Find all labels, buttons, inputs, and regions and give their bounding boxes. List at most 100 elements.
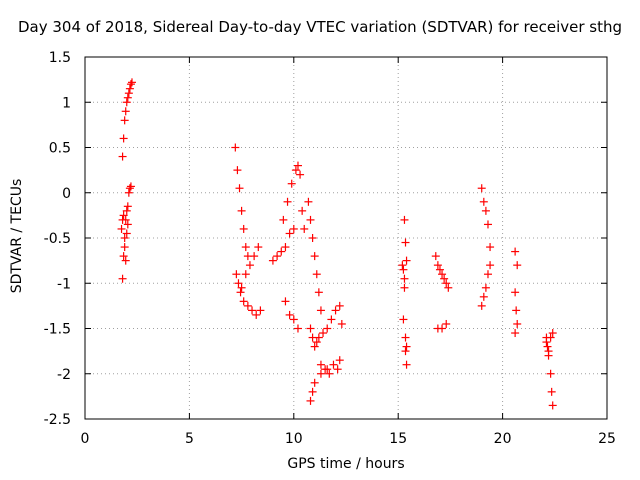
- y-tick-label: 1: [62, 95, 71, 111]
- data-point: [479, 197, 488, 206]
- y-tick-label: 0.5: [49, 141, 71, 157]
- data-point: [481, 206, 490, 215]
- data-point: [312, 270, 321, 279]
- data-point: [243, 301, 252, 310]
- data-point: [400, 283, 409, 292]
- data-point: [440, 274, 449, 283]
- data-point: [512, 306, 521, 315]
- data-point: [298, 206, 307, 215]
- data-point: [400, 215, 409, 224]
- data-point: [310, 252, 319, 261]
- data-point: [231, 143, 240, 152]
- tick-labels: 0 5 10 15 20 25 1.5 1 0.5 0 -0.5 -1 -1.5 -2 -2.5: [44, 50, 616, 447]
- data-point: [511, 247, 520, 256]
- data-point: [477, 184, 486, 193]
- data-point: [401, 333, 410, 342]
- data-point: [310, 378, 319, 387]
- data-point: [118, 215, 127, 224]
- data-point: [321, 365, 330, 374]
- data-point: [285, 310, 294, 319]
- data-point: [124, 188, 133, 197]
- data-point: [124, 89, 133, 98]
- data-point: [477, 301, 486, 310]
- data-point: [433, 261, 442, 270]
- data-point: [306, 396, 315, 405]
- data-point: [329, 360, 338, 369]
- data-point: [281, 297, 290, 306]
- data-point: [548, 329, 557, 338]
- data-point: [127, 78, 136, 87]
- data-point: [119, 134, 128, 143]
- data-point: [304, 197, 313, 206]
- data-point: [237, 283, 246, 292]
- data-point: [293, 324, 302, 333]
- data-point: [125, 184, 134, 193]
- data-point: [232, 270, 241, 279]
- data-point: [293, 161, 302, 170]
- data-point: [399, 315, 408, 324]
- data-point: [296, 170, 305, 179]
- data-point: [279, 215, 288, 224]
- data-point: [316, 369, 325, 378]
- data-points: [117, 78, 557, 410]
- data-point: [486, 261, 495, 270]
- data-point: [486, 243, 495, 252]
- data-point: [310, 342, 319, 351]
- data-point: [285, 229, 294, 238]
- data-point: [123, 202, 132, 211]
- data-point: [120, 243, 129, 252]
- data-point: [442, 319, 451, 328]
- data-point: [239, 224, 248, 233]
- data-point: [314, 288, 323, 297]
- y-tick-label: -2: [57, 367, 71, 383]
- data-point: [325, 369, 334, 378]
- data-point: [513, 261, 522, 270]
- data-point: [250, 252, 259, 261]
- data-point: [118, 274, 127, 283]
- data-point: [333, 365, 342, 374]
- data-point: [312, 338, 321, 347]
- data-point: [236, 288, 245, 297]
- y-tick-label: -1: [57, 276, 71, 292]
- data-point: [398, 261, 407, 270]
- data-point: [234, 279, 243, 288]
- x-tick-label: 5: [185, 431, 194, 447]
- data-point: [401, 347, 410, 356]
- data-point: [283, 197, 292, 206]
- x-tick-label: 0: [81, 431, 90, 447]
- data-point: [308, 387, 317, 396]
- y-tick-label: -0.5: [44, 231, 71, 247]
- x-axis-label: GPS time / hours: [287, 456, 405, 472]
- data-point: [483, 220, 492, 229]
- data-point: [122, 229, 131, 238]
- data-point: [319, 329, 328, 338]
- data-point: [306, 215, 315, 224]
- y-axis-label: SDTVAR / TECUs: [9, 178, 25, 294]
- data-point: [546, 333, 555, 342]
- x-tick-label: 15: [389, 431, 407, 447]
- data-point: [308, 234, 317, 242]
- data-point: [335, 356, 344, 365]
- data-point: [481, 283, 490, 292]
- data-point: [543, 342, 552, 351]
- data-point: [237, 206, 246, 215]
- data-point: [268, 256, 277, 265]
- data-point: [316, 360, 325, 369]
- data-point: [117, 224, 126, 233]
- data-point: [239, 297, 248, 306]
- data-point: [300, 224, 309, 233]
- data-point: [119, 211, 128, 220]
- data-point: [252, 310, 261, 319]
- data-point: [511, 329, 520, 338]
- data-point: [248, 306, 257, 315]
- plot-frame: [84, 56, 608, 420]
- data-point: [435, 265, 444, 274]
- data-point: [123, 220, 132, 229]
- x-tick-label: 20: [494, 431, 512, 447]
- data-point: [547, 387, 556, 396]
- data-point: [314, 333, 323, 342]
- y-tick-label: 1.5: [49, 50, 71, 66]
- data-point: [254, 243, 263, 252]
- data-point: [120, 116, 129, 125]
